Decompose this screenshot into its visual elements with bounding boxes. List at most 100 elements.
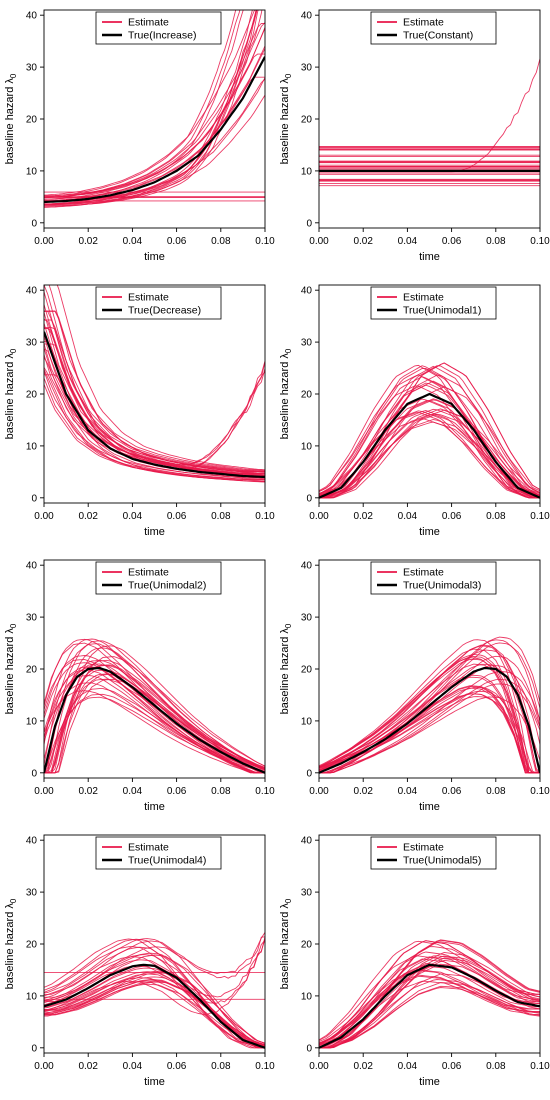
estimate-line	[319, 985, 540, 1049]
estimate-line	[44, 936, 265, 1004]
y-axis-symbol: λ	[279, 353, 291, 359]
y-axis-symbol: λ	[279, 903, 291, 909]
y-axis-subscript: 0	[9, 73, 18, 78]
true-curve-line	[319, 392, 540, 499]
chart-svg-unimodal1: 0.00 0.02 0.04 0.06 0.08 0.10 0 10 20 30 40 time bas…	[279, 284, 550, 538]
estimate-line	[44, 45, 265, 200]
estimate-line	[319, 385, 540, 499]
y-axis-subscript: 0	[284, 348, 293, 353]
estimate-line	[319, 939, 540, 1049]
x-tick-label: 0.10	[255, 511, 275, 522]
estimate-line	[44, 956, 265, 1049]
y-tick-label: 20	[301, 940, 313, 951]
y-axis-title-text: baseline hazard	[4, 84, 16, 165]
chart-panel-unimodal4: 0.00 0.02 0.04 0.06 0.08 0.10 0 10 20 30 40 time bas…	[0, 825, 275, 1100]
y-tick-label: 30	[301, 613, 313, 624]
x-tick-label: 0.02	[353, 511, 373, 522]
estimate-line	[44, 938, 265, 1049]
estimate-line	[319, 955, 540, 1041]
estimate-line	[44, 656, 265, 774]
chart-svg-unimodal5: 0.00 0.02 0.04 0.06 0.08 0.10 0 10 20 30 40 time bas…	[279, 834, 550, 1088]
estimate-line	[44, 642, 265, 774]
estimate-line	[44, 291, 265, 473]
x-tick-label: 0.04	[398, 786, 418, 797]
x-tick-label: 0.06	[442, 1061, 462, 1072]
x-tick-label: 0.00	[34, 236, 54, 247]
y-axis-title: baseline hazard λ0	[4, 898, 18, 989]
x-tick-label: 0.02	[78, 786, 98, 797]
chart-svg-unimodal4: 0.00 0.02 0.04 0.06 0.08 0.10 0 10 20 30 40 time bas…	[4, 834, 275, 1088]
estimate-line	[319, 963, 540, 1049]
y-tick-label: 30	[301, 888, 313, 899]
lines-group	[44, 285, 265, 483]
lines-group	[44, 932, 265, 1049]
x-tick-label: 0.06	[167, 786, 187, 797]
y-axis-title-text: baseline hazard	[279, 634, 291, 715]
chart-panel-unimodal3: 0.00 0.02 0.04 0.06 0.08 0.10 0 10 20 30 40 time bas…	[275, 550, 550, 825]
estimate-line	[56, 285, 265, 471]
y-axis-title: baseline hazard λ0	[4, 73, 18, 164]
x-tick-label: 0.04	[123, 1061, 143, 1072]
estimate-line	[44, 939, 265, 1016]
estimate-line	[44, 662, 265, 774]
estimate-line	[44, 28, 265, 198]
estimate-line	[319, 955, 540, 1049]
x-tick-label: 0.08	[486, 1061, 506, 1072]
x-tick-label: 0.02	[353, 786, 373, 797]
true-curve-line	[44, 963, 265, 1049]
chart-panel-unimodal2: 0.00 0.02 0.04 0.06 0.08 0.10 0 10 20 30 40 time bas…	[0, 550, 275, 825]
legend-label: True(Unimodal2)	[128, 580, 206, 592]
y-tick-label: 0	[31, 1043, 37, 1054]
estimate-line	[44, 378, 265, 480]
legend-label: True(Unimodal4)	[128, 855, 206, 867]
x-axis-title: time	[144, 801, 165, 813]
estimate-line	[319, 411, 540, 499]
y-axis-title-text: baseline hazard	[279, 84, 291, 165]
x-tick-label: 0.06	[442, 511, 462, 522]
x-tick-label: 0.00	[309, 511, 329, 522]
y-axis-subscript: 0	[9, 623, 18, 628]
estimate-line	[44, 48, 265, 201]
x-axis-title: time	[144, 1076, 165, 1088]
estimate-line	[319, 362, 540, 499]
x-tick-label: 0.08	[211, 1061, 231, 1072]
legend-box	[370, 836, 497, 870]
legend-box	[370, 11, 497, 45]
estimate-line	[44, 310, 265, 466]
estimate-line	[319, 959, 540, 1049]
legend-label: True(Unimodal1)	[403, 305, 481, 317]
x-axis-title: time	[419, 526, 440, 538]
x-tick-label: 0.02	[353, 236, 373, 247]
x-tick-label: 0.10	[530, 786, 550, 797]
estimate-line	[44, 638, 265, 774]
x-tick-label: 0.04	[123, 511, 143, 522]
y-axis-symbol: λ	[4, 353, 16, 359]
estimate-line	[44, 663, 265, 773]
y-axis-title: baseline hazard λ0	[279, 898, 293, 989]
y-tick-label: 40	[301, 286, 313, 297]
y-tick-label: 40	[301, 561, 313, 572]
legend-box	[370, 561, 497, 595]
legend-label: Estimate	[403, 567, 444, 579]
y-tick-label: 10	[26, 991, 38, 1002]
y-axis-title-text: baseline hazard	[4, 634, 16, 715]
y-tick-label: 30	[26, 888, 38, 899]
y-axis-subscript: 0	[284, 623, 293, 628]
y-tick-label: 30	[26, 338, 38, 349]
chart-svg-unimodal3: 0.00 0.02 0.04 0.06 0.08 0.10 0 10 20 30 40 time bas…	[279, 559, 550, 813]
y-tick-label: 0	[31, 768, 37, 779]
x-tick-label: 0.10	[530, 236, 550, 247]
x-tick-label: 0.06	[442, 236, 462, 247]
legend-label: Estimate	[128, 842, 169, 854]
y-axis-subscript: 0	[9, 348, 18, 353]
legend-label: Estimate	[128, 567, 169, 579]
y-tick-label: 20	[26, 390, 38, 401]
chart-panel-increase: 0.00 0.02 0.04 0.06 0.08 0.10 0 10 20 30 40 time bas…	[0, 0, 275, 275]
y-tick-label: 30	[26, 63, 38, 74]
estimate-line	[319, 670, 540, 774]
estimate-line	[44, 348, 265, 480]
estimate-line	[44, 319, 265, 476]
x-tick-label: 0.10	[530, 1061, 550, 1072]
x-tick-label: 0.02	[353, 1061, 373, 1072]
x-tick-label: 0.08	[211, 786, 231, 797]
